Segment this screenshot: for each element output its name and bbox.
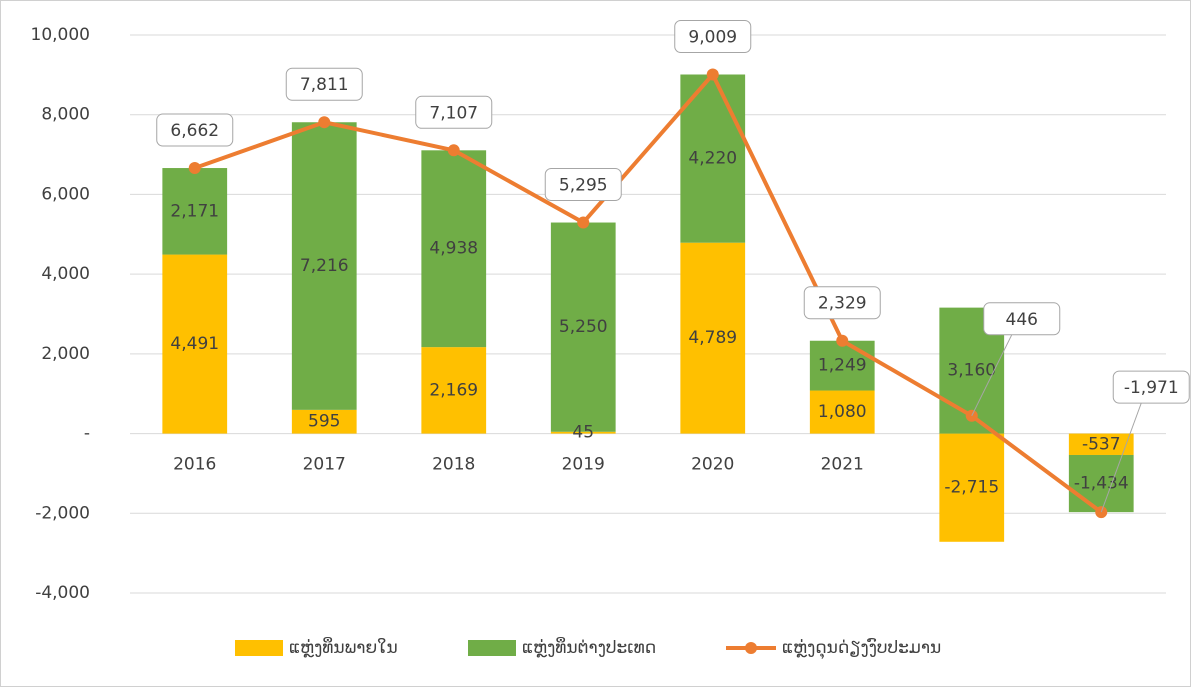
- bar-segment: [550, 222, 616, 432]
- legend-swatch: [468, 640, 516, 656]
- bar-value-label: -1,434: [1074, 474, 1129, 494]
- line-point: [577, 216, 590, 229]
- x-tick-label: 2016: [173, 455, 216, 475]
- callout-box: [415, 95, 493, 129]
- callout-box: [983, 302, 1061, 336]
- y-tick-label: -2,000: [35, 503, 90, 523]
- callout-leader: [971, 334, 1013, 417]
- bar-value-label: 1,080: [818, 402, 867, 422]
- bar-segment: [291, 409, 357, 434]
- y-tick-label: 10,000: [31, 25, 90, 45]
- bar-value-label: 7,216: [300, 256, 349, 276]
- bar-segment: [939, 433, 1005, 542]
- line-value-label: 9,009: [688, 27, 737, 47]
- bar-segment: [421, 150, 487, 348]
- legend: ແຫຼ່ງທຶນພາຍໃນ ແຫຼ່ງທຶນຕ່າງປະເທດ ແຫຼ່ງດຸນດ່…: [235, 636, 941, 660]
- bar-segment: [809, 390, 875, 434]
- y-tick-label: 8,000: [41, 105, 90, 125]
- bar-value-label: 4,220: [688, 149, 737, 169]
- x-tick-label: 2018: [432, 455, 475, 475]
- bar-value-label: -2,715: [944, 478, 999, 498]
- y-tick-label: 6,000: [41, 184, 90, 204]
- bar-value-label: 4,491: [170, 334, 219, 354]
- line-point: [836, 334, 849, 347]
- bar-segment: [809, 340, 875, 391]
- callout-leader: [1100, 402, 1142, 513]
- bar-value-label: 5,250: [559, 317, 608, 337]
- y-tick-label: 4,000: [41, 264, 90, 284]
- bar-value-label: 1,249: [818, 356, 867, 376]
- line-series: [194, 72, 1103, 514]
- bar-value-label: 4,789: [688, 328, 737, 348]
- bar-segment: [291, 122, 357, 410]
- callout-box: [285, 67, 363, 101]
- callout-box: [803, 286, 881, 320]
- legend-label: ແຫຼ່ງທຶນຕ່າງປະເທດ: [522, 637, 656, 659]
- y-tick-label: 2,000: [41, 344, 90, 364]
- callout-box: [544, 168, 622, 202]
- bar-value-label: -537: [1082, 434, 1121, 454]
- line-value-label: 6,662: [170, 121, 219, 141]
- y-tick-label: -: [84, 424, 90, 444]
- legend-marker: [745, 642, 757, 654]
- x-tick-label: 2019: [562, 455, 605, 475]
- bar-value-label: 45: [572, 423, 594, 443]
- legend-label: ແຫຼ່ງທຶນພາຍໃນ: [289, 637, 398, 659]
- bar-segment: [680, 74, 746, 243]
- x-tick-label: 2017: [303, 455, 346, 475]
- line-value-label: -1,971: [1124, 378, 1179, 398]
- x-tick-label: 2020: [691, 455, 734, 475]
- legend-swatch: [235, 640, 283, 656]
- callout-box: [674, 19, 752, 53]
- bar-value-label: 3,160: [947, 361, 996, 381]
- line-point: [318, 116, 331, 129]
- bar-segment: [550, 431, 616, 434]
- legend-label: ແຫຼ່ງດຸນດ່ຽງງົບປະມານ: [782, 636, 941, 660]
- line-point: [447, 144, 460, 157]
- callout-box: [156, 113, 234, 147]
- line-value-label: 7,107: [429, 103, 478, 123]
- callout-box: [1112, 370, 1190, 404]
- bar-segment: [162, 168, 228, 255]
- bar-segment: [1068, 433, 1134, 455]
- line-value-label: 5,295: [559, 176, 608, 196]
- bar-value-label: 2,171: [170, 201, 219, 221]
- bar-segment: [1068, 454, 1134, 513]
- bar-segment: [162, 254, 228, 434]
- line-value-label: 446: [1006, 310, 1038, 330]
- line-point: [706, 68, 719, 81]
- bar-segment: [680, 242, 746, 434]
- line-value-label: 2,329: [818, 294, 867, 314]
- x-tick-label: 2021: [821, 455, 864, 475]
- y-tick-label: -4,000: [35, 583, 90, 603]
- bar-value-label: 4,938: [429, 239, 478, 259]
- bar-value-label: 2,169: [429, 380, 478, 400]
- bar-value-label: 595: [308, 412, 340, 432]
- line-value-label: 7,811: [300, 75, 349, 95]
- bar-segment: [421, 347, 487, 434]
- line-point: [188, 162, 201, 175]
